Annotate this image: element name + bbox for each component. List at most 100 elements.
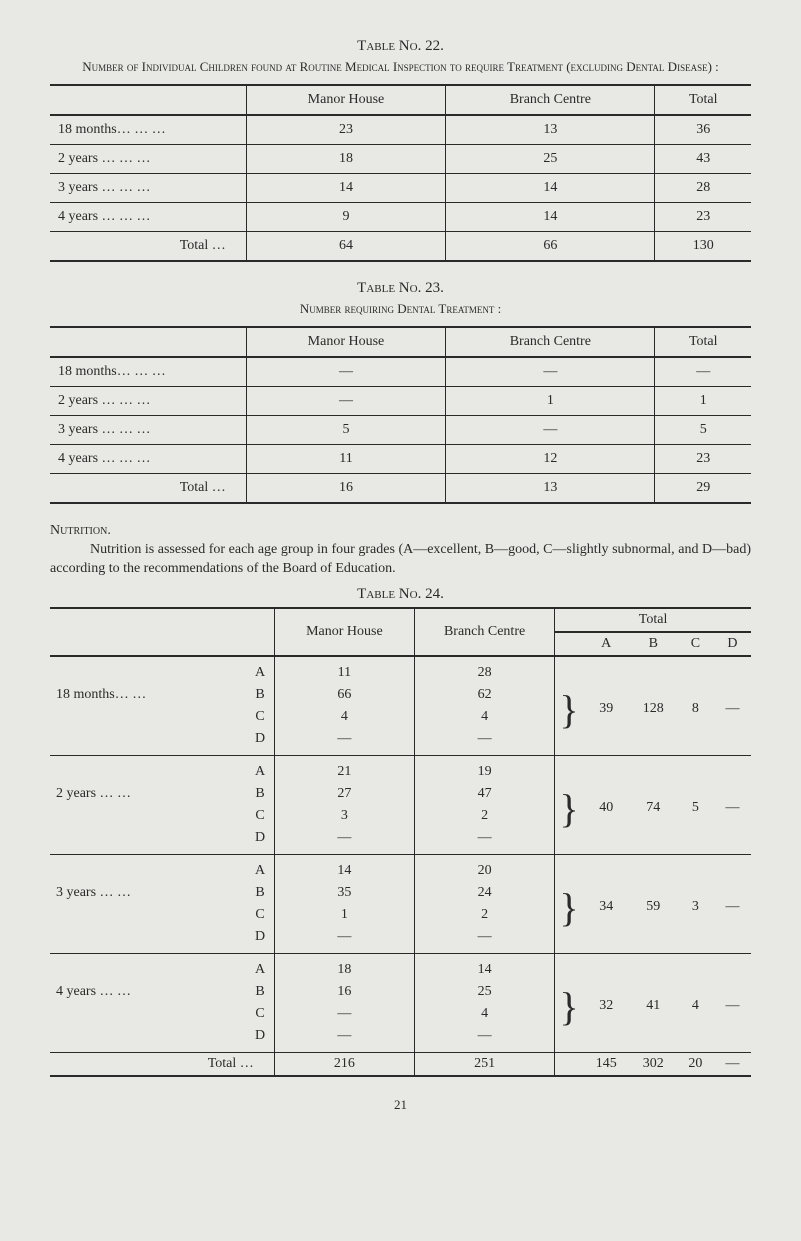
cell-total: 23: [655, 444, 751, 473]
table-24-h-manor: Manor House: [274, 608, 414, 656]
table-23-h1: Manor House: [246, 327, 445, 357]
table-24-h-empty2: [246, 608, 274, 656]
total-b: 128: [630, 656, 677, 756]
cell-manor: —: [274, 926, 414, 954]
total-c: 5: [677, 756, 714, 855]
cell-branch: 25: [446, 144, 655, 173]
group-label-empty: [50, 756, 246, 784]
table-22-total-row: Total … 64 66 130: [50, 231, 751, 261]
grade-letter: B: [246, 882, 274, 904]
cell-manor: 11: [246, 444, 445, 473]
cell-branch: 47: [414, 783, 554, 805]
cell-branch: —: [414, 926, 554, 954]
table-row: A1814}32414—: [50, 954, 751, 982]
total-a: 34: [583, 855, 630, 954]
cell-branch: 25: [414, 981, 554, 1003]
group-label-empty: [50, 656, 246, 684]
table-24-total-branch: 251: [414, 1053, 554, 1077]
table-23-subtitle: Number requiring Dental Treatment :: [50, 301, 751, 318]
grade-letter: A: [246, 656, 274, 684]
grade-letter: C: [246, 904, 274, 926]
table-23-total-manor: 16: [246, 473, 445, 503]
nutrition-paragraph: Nutrition. Nutrition is assessed for eac…: [50, 522, 751, 579]
page-number: 21: [50, 1097, 751, 1113]
cell-branch: —: [446, 357, 655, 387]
cell-total: 36: [655, 115, 751, 145]
table-24-total-brace: [555, 1053, 583, 1077]
total-c: 8: [677, 656, 714, 756]
brace-icon: }: [555, 855, 583, 954]
table-23-title: Table No. 23.: [50, 280, 751, 297]
grade-letter: B: [246, 783, 274, 805]
nutrition-heading: Nutrition.: [50, 523, 111, 538]
cell-branch: —: [414, 827, 554, 855]
cell-total: —: [655, 357, 751, 387]
table-24-total-label: Total …: [50, 1053, 274, 1077]
cell-total: 23: [655, 202, 751, 231]
cell-manor: 1: [274, 904, 414, 926]
table-row: 4 years … … …91423: [50, 202, 751, 231]
table-24-total-d: —: [714, 1053, 751, 1077]
table-24-total-a: 145: [583, 1053, 630, 1077]
grade-letter: C: [246, 805, 274, 827]
cell-branch: —: [446, 415, 655, 444]
table-23-total-label: Total …: [50, 473, 246, 503]
cell-branch: 20: [414, 855, 554, 883]
table-24-h-branch: Branch Centre: [414, 608, 554, 656]
total-d: —: [714, 954, 751, 1053]
cell-manor: 16: [274, 981, 414, 1003]
grade-letter: B: [246, 981, 274, 1003]
table-23-h3: Total: [655, 327, 751, 357]
table-22-h0: [50, 85, 246, 115]
cell-manor: —: [274, 1003, 414, 1025]
table-24-h-b: B: [630, 632, 677, 656]
table-24-h-d: D: [714, 632, 751, 656]
cell-branch: —: [414, 1025, 554, 1053]
group-label-empty: [50, 954, 246, 982]
table-23-header-row: Manor House Branch Centre Total: [50, 327, 751, 357]
row-label: 2 years … … …: [50, 144, 246, 173]
table-22-title: Table No. 22.: [50, 38, 751, 55]
table-22-total-total: 130: [655, 231, 751, 261]
grade-letter: A: [246, 954, 274, 982]
cell-manor: 27: [274, 783, 414, 805]
grade-letter: D: [246, 728, 274, 756]
total-c: 3: [677, 855, 714, 954]
cell-manor: 66: [274, 684, 414, 706]
cell-manor: 18: [246, 144, 445, 173]
total-d: —: [714, 656, 751, 756]
table-22-h3: Total: [655, 85, 751, 115]
cell-branch: —: [414, 728, 554, 756]
cell-manor: —: [274, 1025, 414, 1053]
cell-branch: 12: [446, 444, 655, 473]
total-a: 40: [583, 756, 630, 855]
row-label: 18 months… … …: [50, 357, 246, 387]
group-label: 18 months… …: [50, 684, 246, 706]
table-22-subtitle: Number of Individual Children found at R…: [50, 59, 751, 76]
cell-manor: —: [246, 386, 445, 415]
cell-branch: 28: [414, 656, 554, 684]
table-22-total-manor: 64: [246, 231, 445, 261]
cell-manor: 4: [274, 706, 414, 728]
cell-branch: 13: [446, 115, 655, 145]
table-23-total-branch: 13: [446, 473, 655, 503]
table-24-total-row: Total … 216 251 145 302 20 —: [50, 1053, 751, 1077]
group-label-empty: [50, 1003, 246, 1025]
table-24-h-a: A: [583, 632, 630, 656]
row-label: 4 years … … …: [50, 444, 246, 473]
cell-manor: —: [274, 728, 414, 756]
cell-total: 5: [655, 415, 751, 444]
cell-branch: 62: [414, 684, 554, 706]
table-row: 2 years … … …182543: [50, 144, 751, 173]
cell-manor: 14: [274, 855, 414, 883]
table-row: 2 years … … …—11: [50, 386, 751, 415]
table-row: 3 years … … …141428: [50, 173, 751, 202]
table-24-header-row-1: Manor House Branch Centre Total: [50, 608, 751, 632]
total-d: —: [714, 855, 751, 954]
table-row: 18 months… … …———: [50, 357, 751, 387]
cell-branch: 14: [414, 954, 554, 982]
table-24-title: Table No. 24.: [50, 586, 751, 603]
total-c: 4: [677, 954, 714, 1053]
group-label-empty: [50, 926, 246, 954]
cell-manor: 23: [246, 115, 445, 145]
